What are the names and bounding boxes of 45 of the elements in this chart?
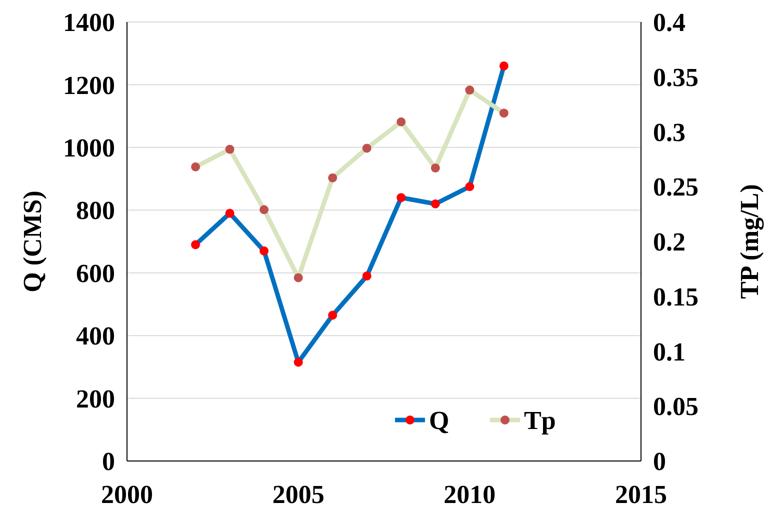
point: [465, 182, 474, 192]
point: [260, 246, 269, 256]
y2-tick-label: 0.05: [653, 392, 698, 422]
y-tick-label: 800: [76, 196, 115, 226]
x-tick-label: 2015: [615, 480, 667, 509]
y2-tick-label: 0.3: [653, 118, 686, 147]
y2-tick-label: 0.2: [653, 228, 686, 257]
y-tick-label: 1400: [63, 8, 115, 38]
y2-tick-label: 0.25: [653, 172, 698, 202]
y2-tick-label: 0.15: [653, 282, 698, 312]
y-tick-label: 400: [76, 322, 115, 351]
y-tick-label: 0: [102, 447, 115, 476]
y2-tick-label: 0.1: [653, 337, 686, 366]
point: [499, 108, 508, 118]
y-tick-label: 1200: [63, 70, 115, 100]
y-tick-label: 600: [76, 258, 115, 288]
y-tick-label: 1000: [63, 134, 115, 163]
point: [430, 163, 440, 172]
point: [328, 173, 338, 182]
legend-label: Tp: [524, 406, 556, 436]
x-tick-label: 2000: [101, 480, 153, 509]
point: [260, 205, 269, 214]
point: [465, 86, 474, 95]
y-tick-label: 200: [76, 384, 115, 414]
point: [294, 273, 303, 282]
point: [191, 162, 200, 172]
y2-tick-label: 0.4: [653, 8, 686, 38]
point: [396, 117, 406, 126]
point: [362, 144, 372, 153]
point: [430, 199, 440, 208]
y2-axis-title: TP (mg/L): [735, 184, 764, 299]
y2-tick-label: 0: [653, 447, 666, 476]
x-tick-label: 2005: [272, 480, 324, 509]
point: [225, 208, 234, 218]
y-axis-title: Q (CMS): [18, 190, 48, 292]
x-tick-label: 2010: [444, 480, 496, 509]
point: [191, 240, 200, 250]
point: [294, 358, 303, 367]
point: [225, 144, 234, 154]
point: [362, 271, 372, 280]
point: [396, 193, 406, 202]
y2-tick-label: 0.35: [653, 62, 698, 92]
legend-label: Q: [429, 406, 450, 436]
point: [499, 61, 508, 70]
point: [328, 310, 338, 320]
